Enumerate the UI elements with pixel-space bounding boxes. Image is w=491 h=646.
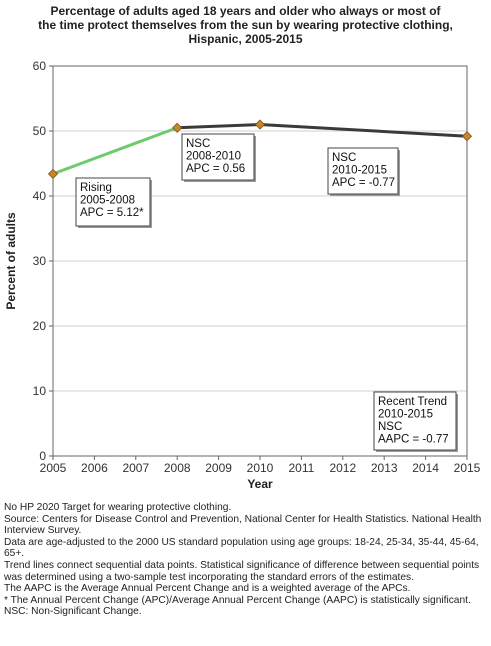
footnote: Source: Centers for Disease Control and … — [4, 513, 482, 537]
annotation-line: NSC — [186, 138, 210, 150]
chart-title-line: the time protect themselves from the sun… — [38, 18, 453, 32]
annotation-line: NSC — [378, 421, 402, 433]
x-tick-label: 2005 — [40, 461, 67, 475]
x-axis-ticks: 2005 2006 2007 2008 2009 2010 2011 2012 2013 2014… — [40, 456, 481, 475]
annotation-line: 2008-2010 — [186, 151, 241, 163]
data-points — [47, 119, 473, 179]
trend-segment — [258, 123, 469, 138]
y-axis-label: Percent of adults — [4, 212, 18, 310]
x-tick-label: 2007 — [122, 461, 149, 475]
y-axis-ticks: 0 10 20 30 40 50 60 — [33, 59, 53, 463]
annotation-line: Recent Trend — [378, 396, 447, 408]
annotation-line: APC = 0.56 — [186, 163, 245, 175]
x-tick-label: 2014 — [412, 461, 439, 475]
footnote: Data are age-adjusted to the 2000 US sta… — [4, 536, 479, 560]
footnote: No HP 2020 Target for wearing protective… — [4, 502, 232, 513]
annotation-line: APC = -0.77 — [332, 177, 395, 189]
annotation-frame — [373, 391, 457, 451]
x-tick-label: 2012 — [329, 461, 356, 475]
data-point — [461, 131, 473, 142]
data-point — [47, 168, 59, 179]
annotation-line: 2010-2015 — [332, 165, 387, 177]
data-point — [172, 122, 183, 133]
trend-segment — [51, 126, 179, 176]
x-axis-label: Year — [247, 477, 273, 491]
annotation-line: Rising — [80, 182, 112, 194]
footnote: Trend lines connect sequential data poin… — [4, 559, 480, 583]
chart-title-line: Percentage of adults aged 18 years and o… — [50, 4, 441, 18]
footnote: NSC: Non-Significant Change. — [4, 606, 142, 618]
annotation-line: 2005-2008 — [80, 195, 135, 207]
annotation-frame — [181, 133, 255, 181]
y-tick-label: 10 — [33, 384, 47, 398]
chart-title-line: Hispanic, 2005-2015 — [188, 32, 303, 46]
footnote: The AAPC is the Average Annual Percent C… — [4, 583, 411, 595]
annotation-line: NSC — [332, 152, 356, 164]
footnote: * The Annual Percent Change (APC)/Averag… — [4, 594, 471, 606]
annotation-frame — [327, 147, 399, 195]
y-tick-label: 30 — [33, 254, 47, 268]
y-tick-label: 60 — [33, 59, 47, 73]
gridlines — [53, 65, 467, 392]
annotation-line: AAPC = -0.77 — [378, 434, 449, 446]
x-tick-label: 2009 — [205, 461, 232, 475]
annotation-line: APC = 5.12* — [80, 207, 144, 219]
trend-segment — [175, 123, 262, 130]
annotation-frame — [75, 177, 151, 227]
chart-title: Percentage of adults aged 18 years and o… — [20, 4, 471, 46]
x-tick-label: 2010 — [247, 461, 274, 475]
y-tick-label: 0 — [39, 449, 46, 463]
annotation-line: 2010-2015 — [378, 409, 433, 421]
x-tick-label: 2015 — [454, 461, 481, 475]
y-tick-label: 50 — [33, 124, 47, 138]
x-tick-label: 2011 — [288, 461, 314, 475]
data-point — [254, 119, 266, 130]
y-tick-label: 40 — [33, 189, 47, 203]
x-tick-label: 2013 — [371, 461, 398, 475]
footnotes: No HP 2020 Target for wearing protective… — [4, 502, 489, 618]
y-tick-label: 20 — [33, 319, 47, 333]
trend-lines — [51, 123, 469, 176]
x-tick-label: 2008 — [164, 461, 191, 475]
x-tick-label: 2006 — [81, 461, 108, 475]
